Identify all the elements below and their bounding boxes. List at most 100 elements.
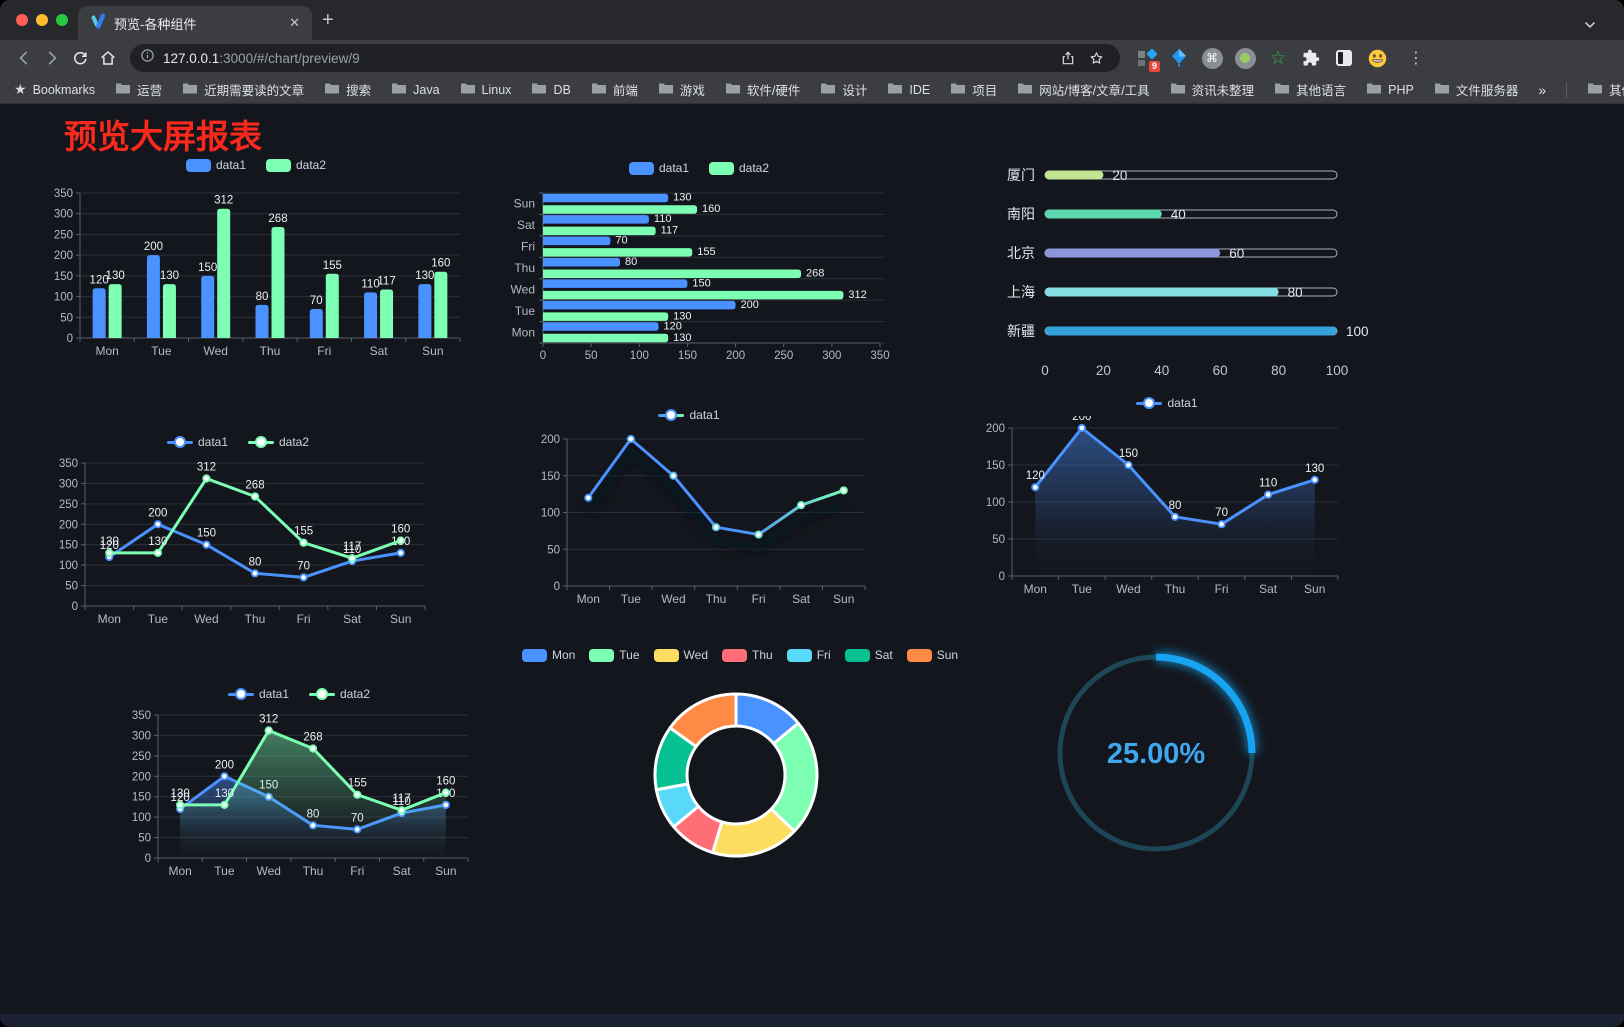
svg-text:Sun: Sun [422,344,443,358]
share-icon[interactable] [1054,44,1082,72]
legend-swatch [722,648,747,662]
legend-item-Wed[interactable]: Wed [653,648,708,662]
svg-text:350: 350 [59,458,78,470]
bookmark-folder[interactable]: 网站/博客/文章/工具 [1017,80,1150,99]
extensions-puzzle-icon[interactable] [1299,46,1323,70]
horizontal-bar-chart[interactable]: data1 data2 0 50 100 150 200 250 300 350 Mon 120 130… [500,157,898,370]
side-panel-icon[interactable] [1332,46,1356,70]
legend-item-data2[interactable]: data2 [266,158,326,172]
gradient-line-chart[interactable]: data1 0 50 100 150 200 Mon Tue Wed Thu Fri Sat Sun [505,404,873,618]
legend-item-data2[interactable]: data2 [248,435,309,449]
legend-item-data1[interactable]: data1 [658,408,720,422]
bookmarks-manager-item[interactable]: ★ Bookmarks [14,81,95,98]
bookmarks-overflow-chevron[interactable]: » [1538,81,1547,98]
legend-label: Sat [874,648,893,662]
folder-icon [1017,81,1033,98]
site-info-icon[interactable] [140,48,155,68]
extension-grid-icon[interactable]: 9 [1134,46,1160,72]
extension-dot-icon[interactable] [1233,46,1257,70]
legend-item-data1[interactable]: data1 [166,435,228,449]
bookmark-folder[interactable]: 文件服务器 [1434,80,1518,99]
legend-label: data2 [279,435,310,449]
legend-item-data2[interactable]: data2 [309,687,370,701]
legend-item-Tue[interactable]: Tue [589,648,640,662]
svg-text:120: 120 [171,792,190,804]
bookmark-folder[interactable]: PHP [1366,80,1414,99]
browser-menu-icon[interactable]: ⋮ [1408,50,1424,67]
legend-item-Sat[interactable]: Sat [844,648,893,662]
bar-data2 [380,289,394,338]
bookmark-folder[interactable]: 游戏 [658,80,705,99]
tab-search-chevron-icon[interactable] [1584,16,1596,34]
legend-label: Wed [683,648,708,662]
svg-text:120: 120 [1026,470,1045,482]
gauge-chart[interactable]: 25.00% [1046,643,1266,868]
legend-item-data1[interactable]: data1 [1136,396,1198,410]
svg-text:300: 300 [59,478,78,490]
svg-text:200: 200 [132,771,151,783]
legend-label: Tue [619,648,640,662]
extension-kite-icon[interactable] [1167,46,1191,70]
two-line-chart[interactable]: data1 data2 0 50 100 150 200 250 300 350 Mon Tue Wed… [38,431,438,642]
browser-tab[interactable]: 预览-各种组件 ✕ [78,6,312,40]
legend-item-data1[interactable]: data1 [227,687,289,701]
bookmark-folder-label: PHP [1388,82,1414,97]
svg-text:Fri: Fri [297,612,311,626]
home-icon[interactable] [94,44,122,72]
address-bar[interactable]: 127.0.0.1:3000/#/chart/preview/9 [130,44,1120,72]
emoji-extension-icon[interactable] [1365,46,1389,70]
bar-data2 [217,208,231,338]
bar-data1 [543,300,736,310]
bar-data1 [543,215,649,224]
folder-icon [1434,81,1450,98]
bookmark-folder[interactable]: 前端 [591,80,638,99]
area-line-chart[interactable]: data1 0 50 100 150 200 Mon Tue Wed Thu Fri Sat Sun 12… [982,392,1352,609]
donut-chart[interactable]: Mon Tue Wed Thu Fri Sat Sun [521,644,958,888]
svg-text:Sat: Sat [517,218,536,232]
svg-text:上海: 上海 [1007,284,1035,300]
minimize-window-button[interactable] [36,14,48,26]
close-window-button[interactable] [16,14,28,26]
bookmark-star-icon[interactable] [1082,44,1110,72]
progress-bar-chart[interactable]: 厦门 20 南阳 40 北京 60 上海 80 新疆 100 0 20 40 60 80 100 [983,156,1375,393]
two-area-line-chart[interactable]: data1 data2 0 50 100 150 200 250 300 350 Mon Tue Wed… [118,683,480,894]
bookmark-folder[interactable]: 设计 [820,80,867,99]
legend-item-data1[interactable]: data1 [628,161,689,175]
svg-text:160: 160 [391,524,410,536]
bookmark-folder[interactable]: IDE [887,80,930,99]
other-bookmarks-folder[interactable]: 其他书签 [1587,80,1624,99]
legend-item-Mon[interactable]: Mon [521,648,575,662]
legend-item-Fri[interactable]: Fri [786,648,831,662]
back-icon[interactable] [10,44,38,72]
svg-text:70: 70 [297,560,310,572]
tab-close-icon[interactable]: ✕ [289,15,300,30]
bookmark-folder[interactable]: DB [531,80,571,99]
reload-icon[interactable] [66,44,94,72]
zoom-window-button[interactable] [56,14,68,26]
grouped-bar-chart[interactable]: data1 data2 0 50 100 150 200 250 300 350 Mon Tue Wed… [36,154,476,367]
bookmark-folder[interactable]: 项目 [950,80,997,99]
legend-item-data1[interactable]: data1 [185,158,246,172]
bookmark-folder[interactable]: 搜索 [324,80,371,99]
bookmark-folder[interactable]: 近期需要读的文章 [182,80,304,99]
bookmark-folder[interactable]: 其他语言 [1274,80,1346,99]
svg-text:200: 200 [144,241,163,253]
legend-item-data2[interactable]: data2 [709,161,769,175]
extension-command-icon[interactable]: ⌘ [1200,46,1224,70]
bookmark-folder[interactable]: 软件/硬件 [725,80,800,99]
folder-icon [1170,81,1186,98]
legend-item-Thu[interactable]: Thu [722,648,773,662]
new-tab-button[interactable]: + [322,9,334,31]
bookmark-folder[interactable]: Linux [460,80,511,99]
bookmark-folder[interactable]: Java [391,80,440,99]
window-bottom-edge [0,1014,1624,1027]
extension-star-icon[interactable]: ☆ [1269,47,1287,69]
svg-text:150: 150 [678,350,697,362]
svg-text:200: 200 [741,299,759,311]
legend-item-Sun[interactable]: Sun [906,648,958,662]
svg-text:100: 100 [132,812,151,824]
forward-icon[interactable] [38,44,66,72]
bookmark-folder[interactable]: 运营 [115,80,162,99]
url-text: 127.0.0.1:3000/#/chart/preview/9 [163,51,1054,66]
bookmark-folder[interactable]: 资讯未整理 [1170,80,1254,99]
